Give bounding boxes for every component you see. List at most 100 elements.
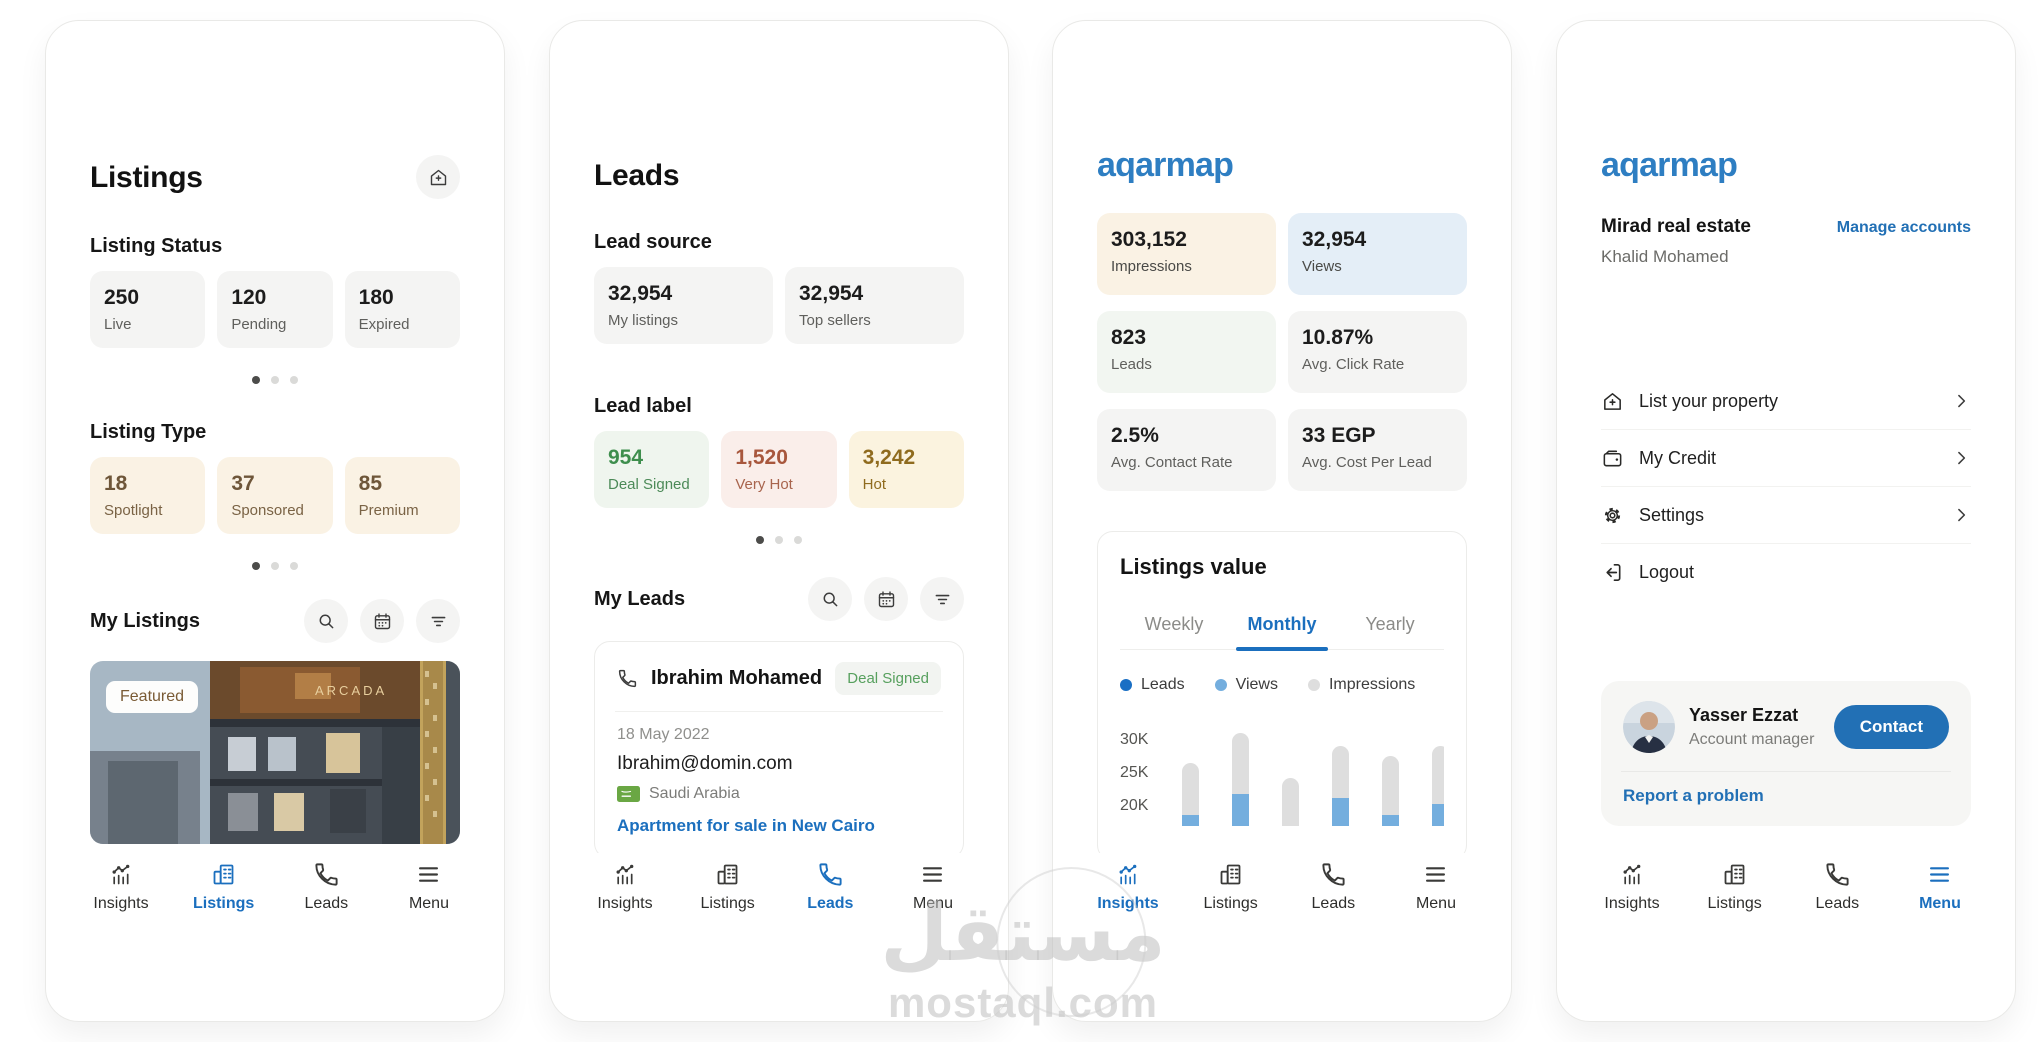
chart-bar [1432, 746, 1444, 826]
menu-item-my-credit[interactable]: My Credit [1601, 430, 1971, 487]
search-button[interactable] [304, 599, 348, 643]
source-card-top-sellers[interactable]: 32,954 Top sellers [785, 267, 964, 344]
bottom-nav: Insights Listings Leads Menu [90, 853, 460, 935]
stat-card-views[interactable]: 32,954 Views [1288, 213, 1467, 295]
menu-item-settings[interactable]: Settings [1601, 487, 1971, 544]
contact-button[interactable]: Contact [1833, 705, 1949, 749]
nav-leads[interactable]: Leads [1302, 861, 1364, 935]
carousel-dots[interactable] [90, 376, 460, 384]
nav-listings[interactable]: Listings [1704, 861, 1766, 935]
y-tick-label: 30K [1120, 730, 1149, 748]
nav-insights[interactable]: Insights [1097, 861, 1159, 935]
carousel-dots[interactable] [90, 562, 460, 570]
stat-card-impressions[interactable]: 303,152 Impressions [1097, 213, 1276, 295]
nav-listings[interactable]: Listings [697, 861, 759, 935]
listing-photo[interactable]: ARCADA Featured [90, 661, 460, 844]
listings-icon [714, 861, 741, 888]
type-card-spotlight[interactable]: 18 Spotlight [90, 457, 206, 534]
nav-insights[interactable]: Insights [1601, 861, 1663, 935]
home-plus-icon [428, 167, 449, 188]
chart-period-tabs: Weekly Monthly Yearly [1120, 604, 1444, 650]
label-card-very-hot[interactable]: 1,520 Very Hot [721, 431, 837, 508]
my-leads-header: My Leads [594, 577, 964, 621]
lead-card[interactable]: Ibrahim Mohamed Deal Signed 18 May 2022 … [594, 641, 964, 859]
listings-value-card: Listings value Weekly Monthly Yearly Lea… [1097, 531, 1467, 861]
manager-name: Yasser Ezzat [1689, 705, 1799, 725]
impressions-dot [1307, 679, 1320, 691]
phone-icon [617, 668, 638, 689]
calendar-button[interactable] [864, 577, 908, 621]
type-card-sponsored[interactable]: 37 Sponsored [217, 457, 333, 534]
page-title: Leads [594, 159, 680, 192]
listing-type-cards: 18 Spotlight 37 Sponsored 85 Premium [90, 457, 460, 534]
nav-insights[interactable]: Insights [90, 861, 152, 935]
divider [615, 711, 943, 712]
nav-listings[interactable]: Listings [1200, 861, 1262, 935]
chart-title: Listings value [1120, 554, 1267, 579]
chart-bar [1382, 756, 1399, 826]
views-segment [1182, 815, 1199, 826]
stat-card-click-rate[interactable]: 10.87% Avg. Click Rate [1288, 311, 1467, 393]
add-listing-button[interactable] [416, 155, 460, 199]
chevron-right-icon [1951, 448, 1971, 468]
leads-icon [817, 861, 844, 888]
nav-menu[interactable]: Menu [902, 861, 964, 935]
listing-status-cards: 250 Live 120 Pending 180 Expired [90, 271, 460, 348]
nav-leads[interactable]: Leads [295, 861, 357, 935]
label-card-deal-signed[interactable]: 954 Deal Signed [594, 431, 710, 508]
filter-icon [428, 611, 449, 632]
status-card-expired[interactable]: 180 Expired [344, 271, 460, 348]
stat-card-leads[interactable]: 823 Leads [1097, 311, 1276, 393]
lead-listing-link[interactable]: Apartment for sale in New Cairo [617, 816, 875, 835]
lead-country: Saudi Arabia [617, 785, 941, 803]
label-card-hot[interactable]: 3,242 Hot [848, 431, 964, 508]
my-listings-header: My Listings [90, 599, 460, 643]
views-segment [1382, 815, 1399, 826]
report-problem-link[interactable]: Report a problem [1623, 786, 1764, 805]
account-header: Mirad real estate Manage accounts [1601, 216, 1971, 238]
status-card-pending[interactable]: 120 Pending [217, 271, 333, 348]
chart-bar [1332, 746, 1349, 826]
filter-button[interactable] [920, 577, 964, 621]
nav-leads[interactable]: Leads [1806, 861, 1868, 935]
lead-email: Ibrahim@domin.com [617, 753, 793, 774]
filter-button[interactable] [416, 599, 460, 643]
manage-accounts-link[interactable]: Manage accounts [1836, 219, 1971, 236]
stat-card-contact-rate[interactable]: 2.5% Avg. Contact Rate [1097, 409, 1276, 491]
legend-impressions: Impressions [1307, 676, 1415, 694]
phone-leads: Leads Lead source 32,954 My listings 32,… [549, 20, 1009, 1022]
nav-menu[interactable]: Menu [1405, 861, 1467, 935]
nav-leads[interactable]: Leads [799, 861, 861, 935]
stat-card-cost-per-lead[interactable]: 33 EGP Avg. Cost Per Lead [1288, 409, 1467, 491]
section-heading: Listing Type [90, 421, 207, 443]
stacked-bar-chart: 30K 25K 20K [1120, 718, 1444, 826]
tab-yearly[interactable]: Yearly [1365, 614, 1415, 634]
chart-bar [1182, 762, 1199, 826]
phone-listings: Listings Listing Status 250 Live 120 Pen… [45, 20, 505, 1022]
menu-item-logout[interactable]: Logout [1601, 544, 1971, 601]
svg-text:ARCADA: ARCADA [315, 683, 387, 698]
calendar-button[interactable] [360, 599, 404, 643]
insights-icon [1115, 861, 1142, 888]
tab-weekly[interactable]: Weekly [1144, 614, 1204, 634]
chevron-right-icon [1951, 505, 1971, 525]
search-button[interactable] [808, 577, 852, 621]
building-photo-illustration: ARCADA [90, 661, 460, 844]
status-card-live[interactable]: 250 Live [90, 271, 206, 348]
logout-icon [1601, 561, 1624, 584]
account-name: Mirad real estate [1601, 216, 1751, 237]
nav-menu[interactable]: Menu [1909, 861, 1971, 935]
chart-bars [1174, 718, 1444, 826]
lead-name: Ibrahim Mohamed [651, 667, 823, 689]
carousel-dots[interactable] [594, 536, 964, 544]
menu-item-list-your-property[interactable]: List your property [1601, 373, 1971, 430]
y-tick-label: 20K [1120, 796, 1149, 814]
menu-icon [1926, 861, 1953, 888]
nav-insights[interactable]: Insights [594, 861, 656, 935]
aqarmap-logo: aqarmap [1097, 146, 1234, 184]
nav-menu[interactable]: Menu [398, 861, 460, 935]
type-card-premium[interactable]: 85 Premium [344, 457, 460, 534]
tab-monthly[interactable]: Monthly [1228, 604, 1336, 649]
nav-listings[interactable]: Listings [193, 861, 255, 935]
source-card-my-listings[interactable]: 32,954 My listings [594, 267, 773, 344]
